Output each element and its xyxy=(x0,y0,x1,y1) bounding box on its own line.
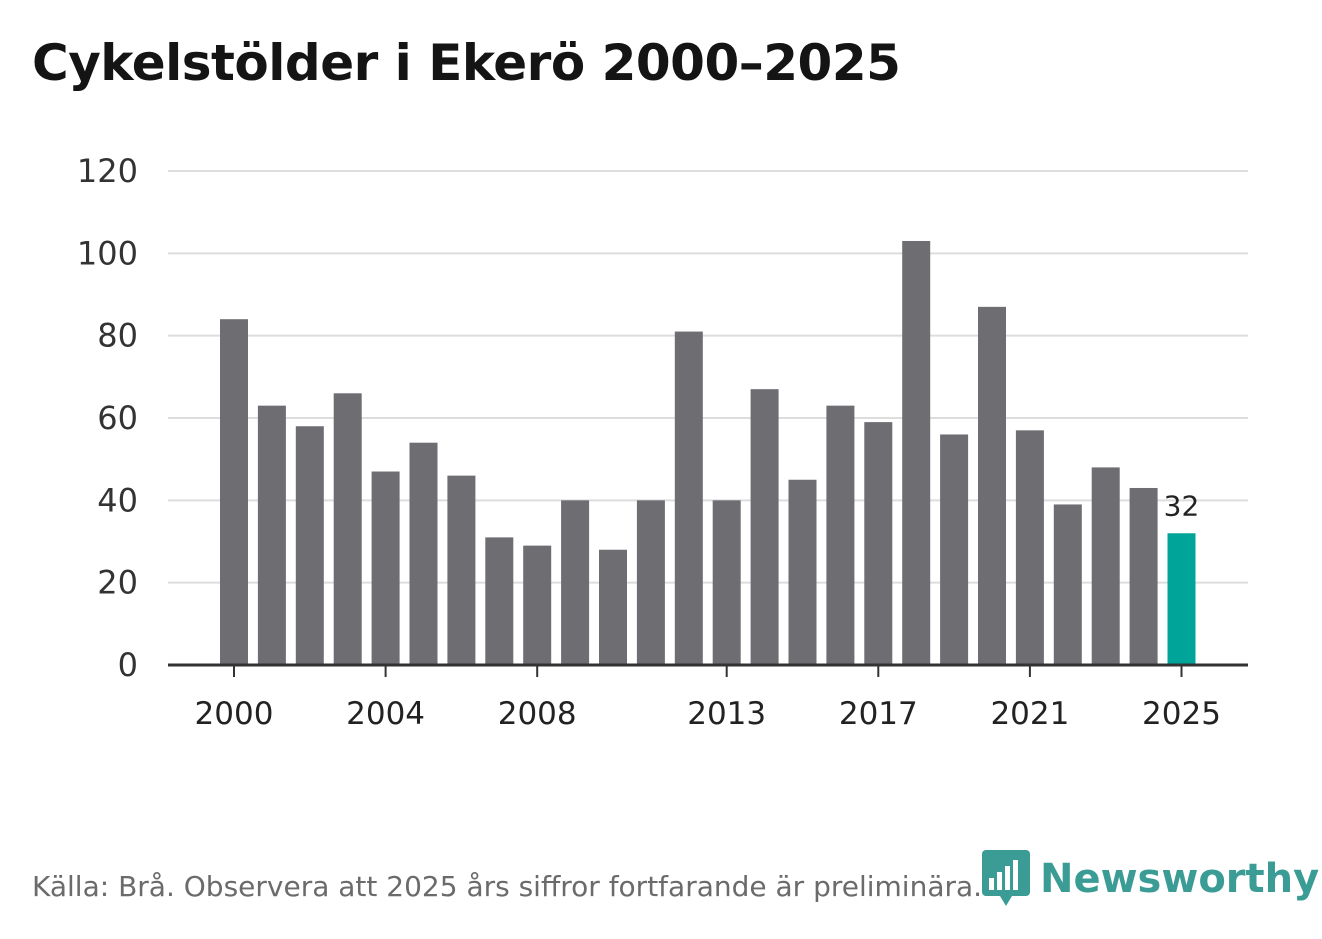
bar-2005 xyxy=(409,442,438,665)
data-labels: 32 xyxy=(1164,489,1200,522)
newsworthy-logo: Newsworthy xyxy=(982,850,1319,908)
grid-lines xyxy=(168,170,1248,584)
x-tick-label-2017: 2017 xyxy=(839,696,918,732)
bar-2023 xyxy=(1091,467,1120,665)
bar-2016 xyxy=(826,405,855,665)
bar-2018 xyxy=(902,240,931,665)
y-tick-label-40: 40 xyxy=(97,481,138,519)
bar-2002 xyxy=(295,426,324,665)
bar-2008 xyxy=(523,545,552,665)
x-tick-label-2025: 2025 xyxy=(1142,696,1221,732)
bar-2011 xyxy=(636,500,665,665)
bar-2017 xyxy=(864,422,893,665)
y-tick-label-0: 0 xyxy=(118,646,138,684)
x-tick-label-2013: 2013 xyxy=(687,696,766,732)
bar-chart: 0 20 40 60 80 100 120 2000 2004 2008 2013 2017 2021… xyxy=(77,152,1248,732)
y-tick-label-60: 60 xyxy=(97,399,138,437)
data-label-2025: 32 xyxy=(1164,489,1200,522)
bar-2013 xyxy=(712,500,741,665)
brand-name: Newsworthy xyxy=(1040,856,1320,902)
y-tick-label-120: 120 xyxy=(77,152,138,190)
bar-2000 xyxy=(220,319,248,665)
bar-2010 xyxy=(599,549,627,665)
source-note: Källa: Brå. Observera att 2025 års siffr… xyxy=(32,870,983,903)
bar-2022 xyxy=(1053,504,1082,665)
bar-2015 xyxy=(788,479,817,665)
bar-2009 xyxy=(561,500,590,665)
bar-2001 xyxy=(257,405,286,665)
y-tick-label-100: 100 xyxy=(77,234,138,272)
bar-2007 xyxy=(485,537,514,665)
bar-2012 xyxy=(674,331,703,665)
bar-2014 xyxy=(750,389,779,665)
y-tick-label-80: 80 xyxy=(97,317,138,355)
newsworthy-logo-icon xyxy=(982,850,1030,906)
bar-2019 xyxy=(940,434,969,665)
x-tick-label-2021: 2021 xyxy=(990,696,1069,732)
chart-title: Cykelstölder i Ekerö 2000–2025 xyxy=(32,34,901,92)
bars xyxy=(220,240,1196,665)
x-tick-label-2008: 2008 xyxy=(498,696,577,732)
x-axis: 2000 2004 2008 2013 2017 2021 2025 xyxy=(168,663,1248,732)
bar-2006 xyxy=(447,475,476,665)
bar-2004 xyxy=(371,471,400,665)
bar-2003 xyxy=(333,393,362,665)
bar-2020 xyxy=(978,306,1006,665)
x-tick-label-2000: 2000 xyxy=(195,696,274,732)
bar-2024 xyxy=(1129,487,1158,665)
y-axis-ticks: 0 20 40 60 80 100 120 xyxy=(77,152,138,684)
y-tick-label-20: 20 xyxy=(97,564,138,602)
bar-2025 xyxy=(1167,533,1196,665)
bar-2021 xyxy=(1015,430,1044,665)
x-tick-label-2004: 2004 xyxy=(346,696,425,732)
